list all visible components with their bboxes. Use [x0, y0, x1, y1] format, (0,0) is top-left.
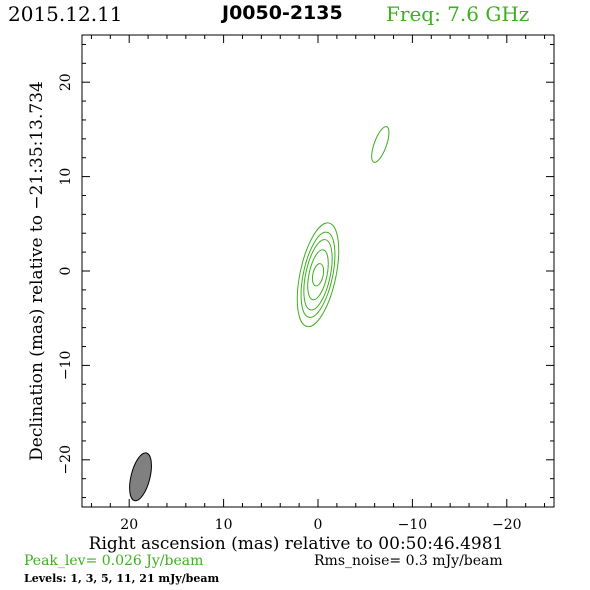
- core-contour-5mJy: [303, 239, 333, 311]
- beam-ellipse: [129, 452, 152, 502]
- y-axis-label: Declination (mas) relative to −21:35:13.…: [27, 81, 47, 461]
- axis-ticks: 20 10 0 −10 −20 −20 −10 0 10 20: [58, 35, 554, 533]
- y-tick-label: −20: [58, 445, 74, 475]
- y-tick-label: −10: [58, 351, 74, 381]
- core-contour-11mJy: [307, 249, 329, 301]
- x-tick-label: −20: [492, 517, 522, 533]
- core-contour-3mJy: [300, 231, 336, 318]
- x-tick-label: −10: [398, 517, 428, 533]
- x-tick-label: 20: [120, 517, 138, 533]
- contour-group: [296, 126, 390, 328]
- x-tick-label: 0: [314, 517, 323, 533]
- contour-levels: Levels: 1, 3, 5, 11, 21 mJy/beam: [24, 572, 220, 585]
- core-contour-1mJy: [296, 222, 340, 328]
- y-tick-label: 10: [58, 168, 74, 186]
- source-name: J0050-2135: [222, 2, 343, 24]
- frequency-label: Freq: 7.6 GHz: [386, 2, 530, 26]
- y-tick-label: 20: [58, 73, 74, 91]
- observation-date: 2015.12.11: [8, 2, 123, 26]
- jet-contour-1mJy: [371, 126, 390, 163]
- peak-level: Peak_lev= 0.026 Jy/beam: [24, 553, 204, 569]
- x-axis-label: Right ascension (mas) relative to 00:50:…: [89, 534, 504, 554]
- beam-ellipse-group: [129, 452, 152, 502]
- rms-noise: Rms_noise= 0.3 mJy/beam: [314, 553, 503, 569]
- plot-frame: [81, 34, 555, 508]
- y-tick-label: 0: [58, 267, 74, 276]
- x-tick-label: 10: [215, 517, 233, 533]
- core-contour-21mJy: [311, 263, 325, 287]
